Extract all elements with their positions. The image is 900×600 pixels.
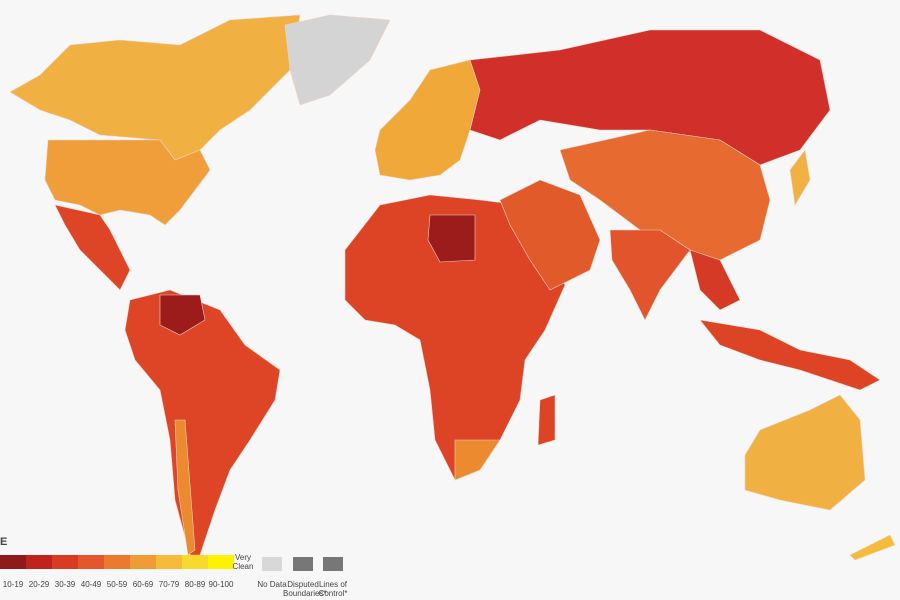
japan bbox=[789, 149, 811, 206]
south-america bbox=[124, 289, 281, 556]
canada bbox=[9, 14, 301, 161]
no-data-swatch bbox=[262, 557, 282, 571]
legend-label: 90-100 bbox=[208, 580, 234, 589]
loc-label: Lines of Control* bbox=[318, 580, 348, 598]
libya bbox=[427, 214, 476, 263]
legend-swatch bbox=[104, 555, 130, 569]
legend-label: 70-79 bbox=[158, 580, 180, 589]
legend-swatch bbox=[130, 555, 156, 569]
madagascar bbox=[537, 394, 556, 446]
china bbox=[559, 129, 771, 261]
disputed-swatch bbox=[293, 557, 313, 571]
chile bbox=[174, 419, 196, 556]
legend-label: 10-19 bbox=[2, 580, 24, 589]
very-clean-label: Very Clean bbox=[232, 553, 254, 571]
legend-label: 40-49 bbox=[80, 580, 102, 589]
legend-label: 20-29 bbox=[28, 580, 50, 589]
legend-swatch bbox=[156, 555, 182, 569]
legend-label: 30-39 bbox=[54, 580, 76, 589]
india bbox=[609, 229, 691, 321]
new-zealand bbox=[849, 534, 896, 561]
indonesia bbox=[699, 319, 881, 391]
middle-east bbox=[499, 179, 601, 291]
legend-swatch bbox=[26, 555, 52, 569]
legend-label: 50-59 bbox=[106, 580, 128, 589]
usa bbox=[44, 139, 211, 226]
legend-swatch bbox=[0, 555, 26, 569]
legend-swatch bbox=[78, 555, 104, 569]
disputed-label: Disputed Boundaries* bbox=[283, 580, 327, 598]
australia bbox=[744, 394, 866, 511]
africa bbox=[344, 194, 566, 481]
southeast-asia bbox=[689, 249, 741, 311]
legend-swatch bbox=[52, 555, 78, 569]
venezuela bbox=[159, 294, 206, 336]
legend-label: 60-69 bbox=[132, 580, 154, 589]
no-data-label: No Data bbox=[257, 580, 287, 589]
legend-swatch bbox=[182, 555, 208, 569]
legend-label: 80-89 bbox=[184, 580, 206, 589]
southern-africa bbox=[454, 439, 501, 481]
loc-swatch bbox=[323, 557, 343, 571]
legend-swatch bbox=[208, 555, 234, 569]
europe bbox=[374, 59, 481, 181]
mexico bbox=[54, 204, 131, 291]
greenland bbox=[284, 14, 391, 106]
legend-title: E bbox=[0, 536, 8, 548]
